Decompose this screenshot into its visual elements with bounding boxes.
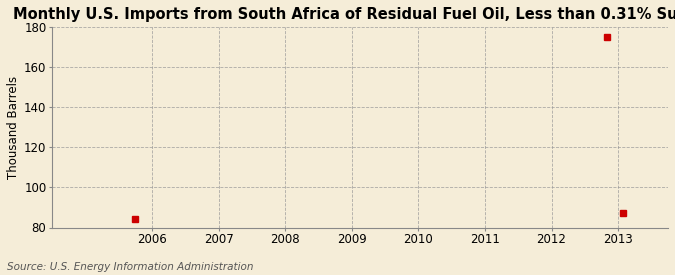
Y-axis label: Thousand Barrels: Thousand Barrels [7, 76, 20, 179]
Title: Monthly U.S. Imports from South Africa of Residual Fuel Oil, Less than 0.31% Sul: Monthly U.S. Imports from South Africa o… [14, 7, 675, 22]
Text: Source: U.S. Energy Information Administration: Source: U.S. Energy Information Administ… [7, 262, 253, 272]
